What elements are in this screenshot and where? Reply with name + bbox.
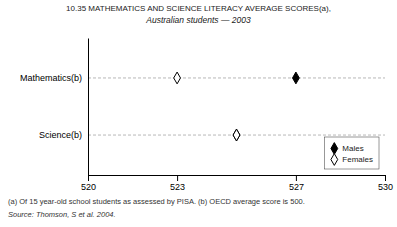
- x-tick-mark: [88, 175, 89, 181]
- series: [174, 72, 240, 141]
- y-axis: Mathematics(b) Science(b): [20, 39, 89, 176]
- footnote: (a) Of 15 year-old school students as as…: [8, 197, 305, 206]
- x-tick: 530: [378, 175, 393, 192]
- x-axis: 520 523 527 530: [81, 175, 393, 192]
- y-axis-line: [88, 39, 89, 176]
- y-tick-label: Mathematics(b): [20, 73, 82, 83]
- subtitle: Australian students — 2003: [145, 15, 251, 25]
- x-tick-mark: [177, 175, 178, 181]
- legend-symbol: [331, 154, 338, 166]
- grid-line: [88, 77, 385, 78]
- legend-item: Females: [331, 154, 373, 166]
- series: [233, 72, 299, 141]
- point: [293, 72, 300, 84]
- y-tick-label: Science(b): [39, 130, 82, 140]
- chart-svg: 10.35 MATHEMATICS AND SCIENCE LITERACY A…: [0, 0, 397, 227]
- x-tick-mark: [385, 175, 386, 181]
- legend-item: Males: [331, 143, 364, 155]
- legend-label: Females: [342, 155, 373, 164]
- chart-container: 10.35 MATHEMATICS AND SCIENCE LITERACY A…: [0, 0, 397, 227]
- point: [233, 129, 240, 141]
- x-tick-label: 520: [81, 182, 96, 192]
- x-axis-line: [89, 176, 386, 182]
- point: [174, 72, 181, 84]
- marks: [174, 72, 300, 141]
- y-tick: Mathematics(b): [20, 73, 88, 83]
- footnote: Source: Thomson, S et al. 2004.: [8, 210, 116, 219]
- x-tick: 523: [170, 175, 185, 192]
- x-tick-label: 527: [289, 182, 304, 192]
- title: 10.35 MATHEMATICS AND SCIENCE LITERACY A…: [66, 4, 331, 13]
- legend-box: [324, 137, 379, 169]
- y-tick: Science(b): [39, 130, 88, 140]
- x-tick: 527: [289, 175, 304, 192]
- grid: [88, 78, 385, 135]
- x-tick-label: 523: [170, 182, 185, 192]
- x-tick-mark: [296, 175, 297, 181]
- legend-label: Males: [342, 144, 363, 153]
- point: [233, 129, 240, 141]
- x-tick-label: 530: [378, 182, 393, 192]
- legend: Males Females: [324, 137, 379, 169]
- x-tick: 520: [81, 175, 96, 192]
